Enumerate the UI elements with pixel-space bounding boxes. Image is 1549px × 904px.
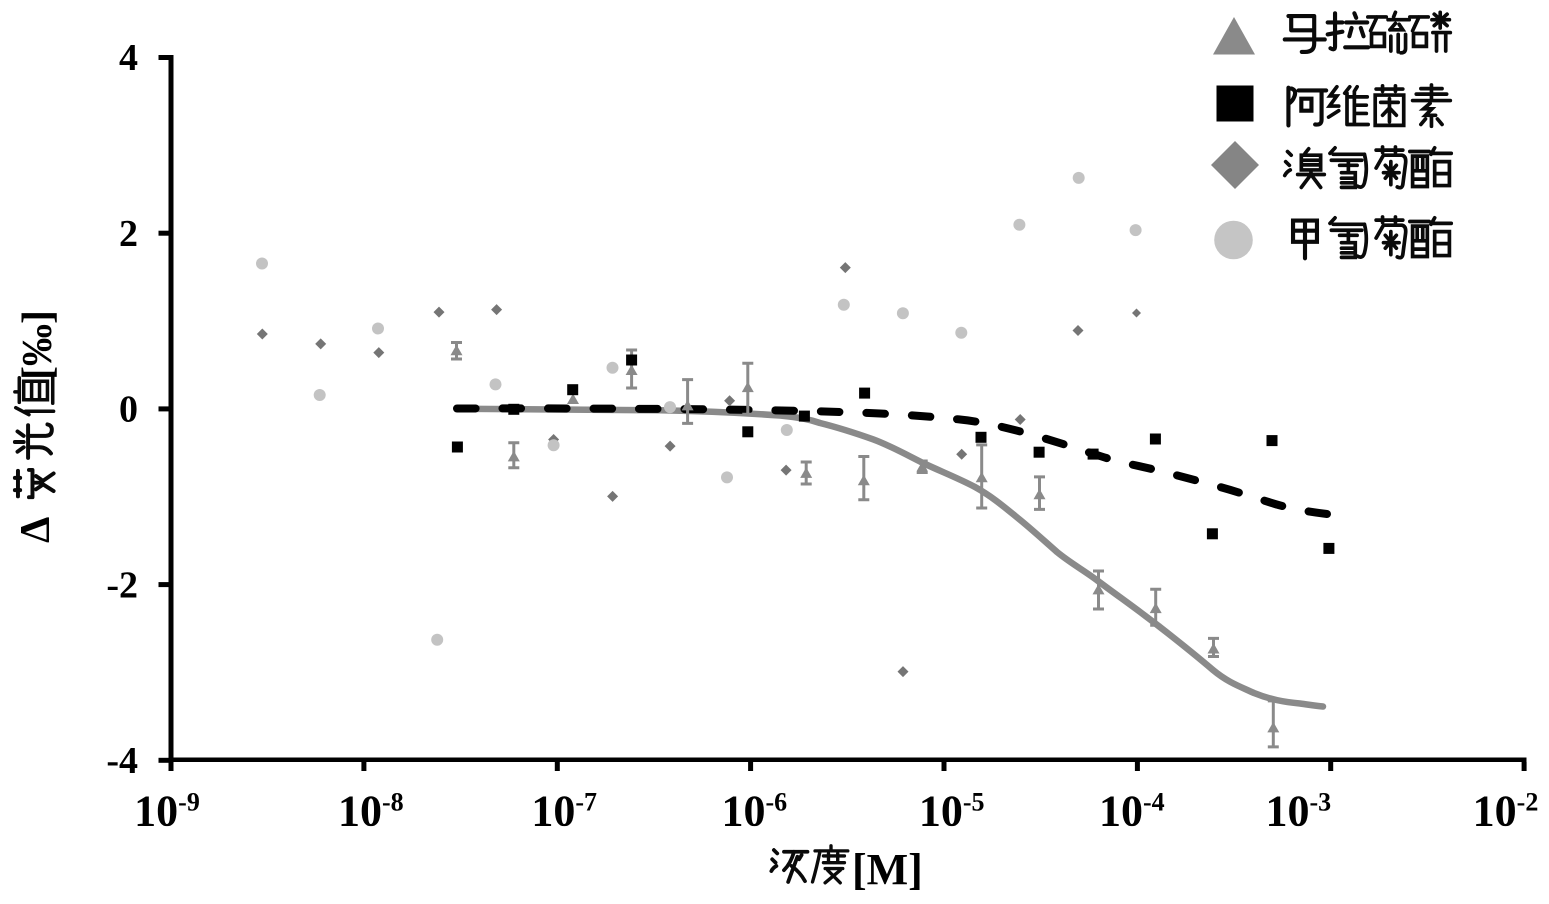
svg-text:[‰]: [‰] [15, 310, 61, 380]
svg-text:-4: -4 [106, 740, 138, 782]
svg-text:-2: -2 [106, 564, 138, 606]
svg-text:Δ: Δ [13, 517, 59, 543]
svg-text:4: 4 [119, 37, 138, 79]
svg-text:[M]: [M] [852, 845, 923, 894]
svg-text:10-8: 10-8 [338, 787, 404, 836]
svg-text:10-9: 10-9 [134, 787, 200, 836]
svg-text:0: 0 [119, 389, 138, 431]
svg-text:2: 2 [119, 213, 138, 255]
